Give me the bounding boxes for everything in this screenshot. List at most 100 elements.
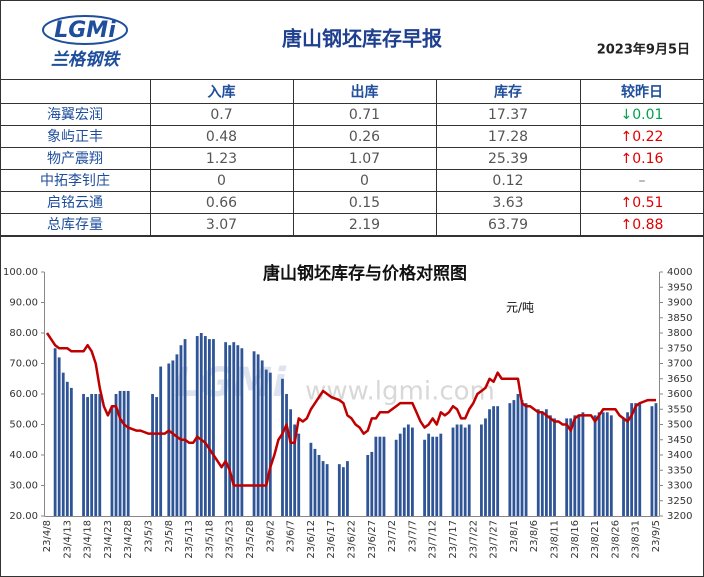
- bar: [199, 333, 203, 516]
- y2-label: 元/吨: [506, 301, 534, 315]
- x-tick-label: 23/5/28: [245, 520, 256, 559]
- y2-tick-label: 3850: [667, 313, 692, 324]
- y2-tick-label: 3250: [667, 496, 692, 507]
- y-tick-label: 100.00: [3, 267, 38, 278]
- x-tick-label: 23/7/27: [489, 520, 500, 559]
- logo-ring: [42, 15, 128, 45]
- x-tick-label: 23/7/12: [428, 520, 439, 559]
- bar: [155, 397, 159, 516]
- bar: [524, 403, 528, 516]
- bar: [366, 455, 370, 516]
- cell: 0.66: [206, 195, 237, 211]
- bar: [260, 360, 264, 516]
- bar: [370, 451, 374, 516]
- x-tick-label: 23/7/22: [468, 520, 479, 559]
- bar: [650, 406, 654, 516]
- bar: [252, 351, 256, 516]
- chart-title: 唐山钢坯库存与价格对照图: [263, 263, 467, 284]
- x-tick-label: 23/8/21: [590, 520, 601, 559]
- cell: 0: [217, 173, 226, 189]
- cell: 25.39: [488, 151, 528, 167]
- bar: [325, 464, 329, 516]
- row-name: 中拓李钊庄: [40, 172, 110, 189]
- bar: [423, 439, 426, 516]
- x-tick-label: 23/8/1: [509, 520, 520, 552]
- bar: [516, 394, 520, 516]
- bar: [232, 342, 236, 516]
- bar: [565, 418, 569, 516]
- bar: [593, 415, 597, 516]
- y2-tick-label: 3350: [667, 465, 692, 476]
- y2-tick-label: 3750: [667, 343, 692, 354]
- chart: 唐山钢坯库存与价格对照图 元/吨 LGMi www.lgmi.com 20.00…: [3, 263, 692, 559]
- change-cell: ↑0.51: [621, 195, 664, 211]
- bar: [183, 339, 187, 516]
- column-header: 入库: [208, 84, 236, 101]
- row-name: 启铭云通: [47, 195, 103, 211]
- x-tick-label: 23/5/23: [225, 520, 236, 559]
- bar: [626, 412, 629, 516]
- bar: [321, 461, 325, 516]
- bar: [605, 412, 609, 516]
- bar: [317, 455, 321, 516]
- cell: 0.71: [349, 107, 380, 123]
- y-tick-label: 30.00: [9, 481, 38, 492]
- column-header: 较昨日: [621, 84, 663, 101]
- bar: [268, 372, 272, 516]
- bar: [439, 433, 443, 516]
- bar: [451, 427, 455, 516]
- bar: [208, 339, 211, 516]
- x-tick-label: 23/7/7: [407, 520, 418, 552]
- bar: [94, 394, 98, 516]
- bar: [118, 390, 122, 516]
- y2-tick-label: 3450: [667, 435, 692, 446]
- bar: [601, 412, 605, 516]
- bar: [427, 433, 431, 516]
- cell: 0.15: [349, 195, 380, 211]
- cell: 0.48: [206, 129, 237, 145]
- x-tick-label: 23/9/5: [651, 520, 662, 552]
- bar: [536, 409, 540, 516]
- bar: [378, 436, 382, 516]
- bar: [61, 372, 65, 516]
- y2-tick-label: 3200: [667, 511, 692, 522]
- bar: [65, 381, 69, 516]
- bar: [346, 461, 349, 516]
- cell: 1.23: [206, 151, 237, 167]
- bar: [171, 360, 175, 516]
- bar: [228, 345, 232, 516]
- bar: [398, 433, 402, 516]
- bar: [224, 342, 228, 516]
- cell: 3.63: [492, 195, 523, 211]
- bar: [492, 406, 495, 516]
- x-tick-label: 23/4/28: [123, 520, 134, 559]
- bar: [110, 406, 114, 516]
- y2-tick-label: 3600: [667, 389, 692, 400]
- bar: [341, 467, 345, 516]
- bar: [264, 369, 268, 516]
- bar: [597, 412, 601, 516]
- bar: [496, 406, 500, 516]
- change-cell: –: [639, 173, 646, 189]
- bar: [236, 345, 240, 516]
- x-tick-label: 23/4/13: [62, 520, 73, 559]
- y2-tick-label: 3800: [667, 328, 692, 339]
- cell: 17.37: [488, 107, 528, 123]
- cell: 0: [360, 173, 369, 189]
- bar: [114, 394, 118, 516]
- bar: [402, 427, 406, 516]
- watermark: www.lgmi.com: [305, 377, 495, 407]
- bar: [98, 394, 102, 516]
- y-tick-label: 40.00: [9, 450, 38, 461]
- bar: [179, 345, 183, 516]
- x-tick-label: 23/4/18: [83, 520, 94, 559]
- x-tick-label: 23/8/26: [610, 520, 621, 559]
- change-cell: ↑0.16: [621, 151, 664, 167]
- bar: [573, 415, 577, 516]
- row-name: 物产震翔: [47, 151, 103, 167]
- bar: [313, 448, 317, 516]
- bar: [480, 424, 483, 516]
- cell: 17.28: [488, 129, 528, 145]
- row-name: 海翼宏润: [47, 107, 103, 123]
